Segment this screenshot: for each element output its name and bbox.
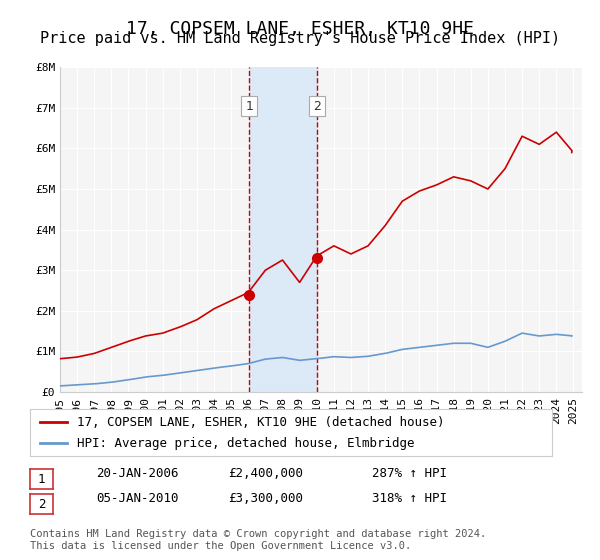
Text: 17, COPSEM LANE, ESHER, KT10 9HE (detached house): 17, COPSEM LANE, ESHER, KT10 9HE (detach… bbox=[77, 416, 445, 428]
Text: 17, COPSEM LANE, ESHER, KT10 9HE: 17, COPSEM LANE, ESHER, KT10 9HE bbox=[126, 20, 474, 38]
Text: £2,400,000: £2,400,000 bbox=[228, 467, 303, 480]
Text: 05-JAN-2010: 05-JAN-2010 bbox=[96, 492, 179, 505]
Text: 318% ↑ HPI: 318% ↑ HPI bbox=[372, 492, 447, 505]
Bar bbox=[249, 67, 317, 392]
Text: 2: 2 bbox=[313, 100, 321, 113]
Text: 1: 1 bbox=[38, 473, 45, 486]
Text: Price paid vs. HM Land Registry's House Price Index (HPI): Price paid vs. HM Land Registry's House … bbox=[40, 31, 560, 46]
Text: 2: 2 bbox=[38, 498, 45, 511]
Text: £3,300,000: £3,300,000 bbox=[228, 492, 303, 505]
Text: 287% ↑ HPI: 287% ↑ HPI bbox=[372, 467, 447, 480]
Text: Contains HM Land Registry data © Crown copyright and database right 2024.
This d: Contains HM Land Registry data © Crown c… bbox=[30, 529, 486, 551]
Text: 20-JAN-2006: 20-JAN-2006 bbox=[96, 467, 179, 480]
Text: HPI: Average price, detached house, Elmbridge: HPI: Average price, detached house, Elmb… bbox=[77, 437, 415, 450]
Text: 1: 1 bbox=[245, 100, 253, 113]
